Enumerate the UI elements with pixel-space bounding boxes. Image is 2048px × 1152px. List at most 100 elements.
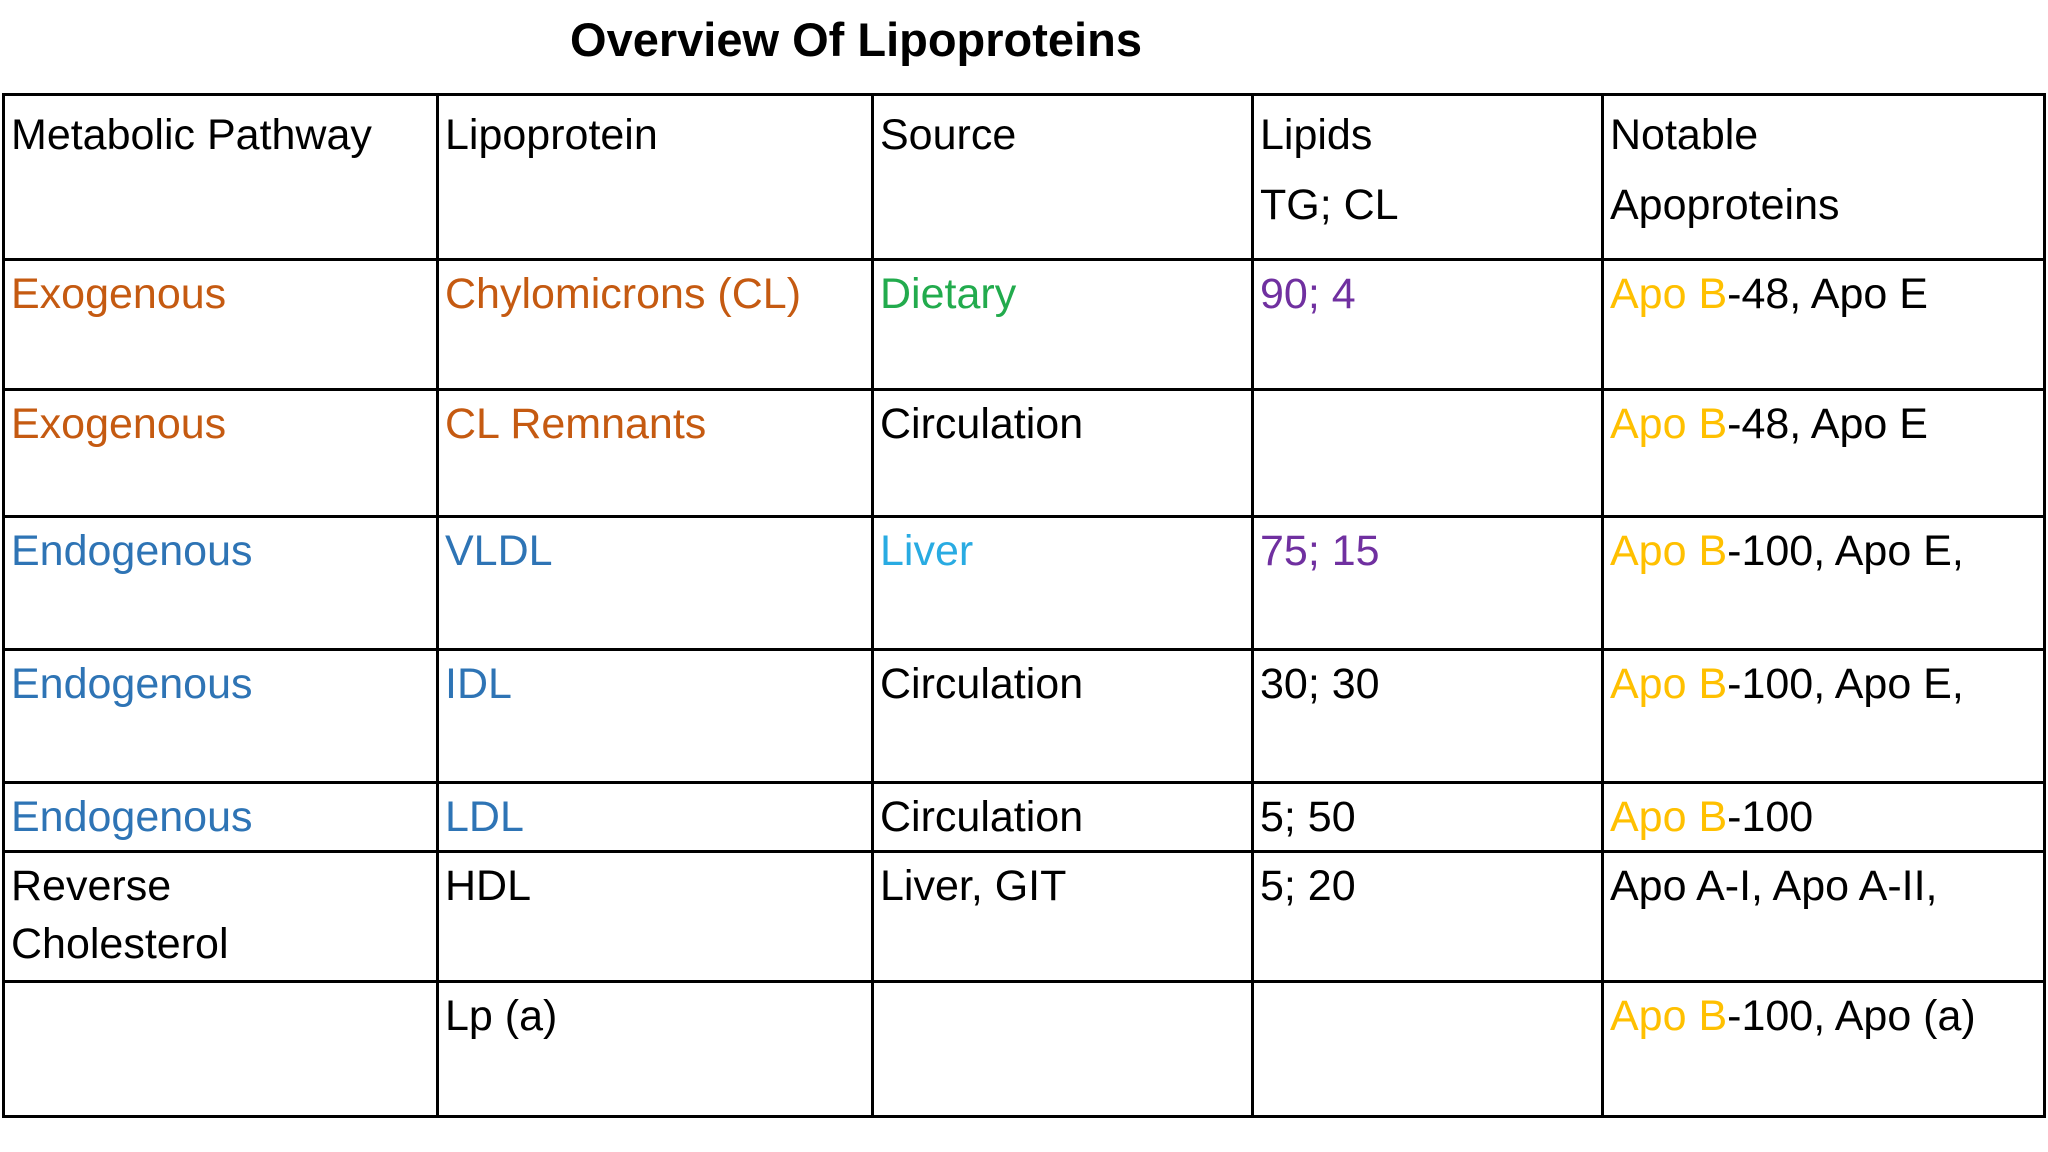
table-cell-r6-c0: Reverse Cholesterol xyxy=(2,850,439,983)
cell-text: Reverse xyxy=(11,862,172,910)
cell-line: Lipids xyxy=(1260,100,1599,170)
table-cell-r5-c0: Endogenous xyxy=(2,781,439,853)
cell-text: Exogenous xyxy=(11,270,227,318)
table-cell-r1-c2: Dietary xyxy=(871,258,1254,391)
table-cell-r3-c0: Endogenous xyxy=(2,515,439,651)
table-cell-r5-c4: Apo B-100 xyxy=(1601,781,2046,853)
table-cell-r7-c1: Lp (a) xyxy=(436,980,874,1118)
cell-text: Circulation xyxy=(880,660,1084,708)
cell-text: 5; 50 xyxy=(1260,793,1356,841)
cell-line: Apo A-I, Apo A-II, xyxy=(1610,857,2041,915)
cell-line: Circulation xyxy=(880,788,1249,846)
cell-text: -48, Apo E xyxy=(1727,270,1928,318)
table-cell-r1-c4: Apo B-48, Apo E xyxy=(1601,258,2046,391)
table-cell-r1-c1: Chylomicrons (CL) xyxy=(436,258,874,391)
cell-line: Exogenous xyxy=(11,265,434,323)
cell-text: -100 xyxy=(1727,793,1814,841)
cell-line: 30; 30 xyxy=(1260,655,1599,713)
cell-text: Lp (a) xyxy=(445,992,558,1040)
cell-text: Circulation xyxy=(880,793,1084,841)
cell-line: Apo B-100, Apo E, xyxy=(1610,522,2041,580)
cell-line: Endogenous xyxy=(11,788,434,846)
table-row: Endogenous IDL Circulation 30; 30 Apo B-100,… xyxy=(2,648,2046,784)
table-row: Lp (a) Apo B-100, Apo (a) xyxy=(2,980,2046,1118)
lipoprotein-table-body: Metabolic Pathway Lipoprotein Source Lipids… xyxy=(2,93,2046,1118)
cell-text: HDL xyxy=(445,862,532,910)
header-cell-4: Notable Apoproteins xyxy=(1601,93,2046,261)
cell-text: Apo B xyxy=(1610,793,1728,841)
cell-line: Apo B-100 xyxy=(1610,788,2041,846)
cell-text: IDL xyxy=(445,660,512,708)
cell-text: Cholesterol xyxy=(11,920,229,968)
cell-line: Liver xyxy=(880,522,1249,580)
cell-line: 5; 50 xyxy=(1260,788,1599,846)
cell-text: Exogenous xyxy=(11,400,227,448)
table-cell-r6-c1: HDL xyxy=(436,850,874,983)
cell-line: Apo B-48, Apo E xyxy=(1610,265,2041,323)
cell-text: -100, Apo (a) xyxy=(1727,992,1976,1040)
cell-text: Circulation xyxy=(880,400,1084,448)
table-cell-r7-c4: Apo B-100, Apo (a) xyxy=(1601,980,2046,1118)
cell-line: Exogenous xyxy=(11,395,434,453)
cell-text: Liver xyxy=(880,527,974,575)
cell-line: CL Remnants xyxy=(445,395,869,453)
table-cell-r5-c2: Circulation xyxy=(871,781,1254,853)
cell-line: Endogenous xyxy=(11,655,434,713)
cell-text: Source xyxy=(880,111,1017,159)
table-cell-r2-c3 xyxy=(1251,388,1604,518)
cell-line: TG; CL xyxy=(1260,170,1599,240)
cell-line: Apo B-48, Apo E xyxy=(1610,395,2041,453)
cell-line: 90; 4 xyxy=(1260,265,1599,323)
cell-line: Circulation xyxy=(880,655,1249,713)
cell-text: Liver, GIT xyxy=(880,862,1067,910)
cell-text: 30; 30 xyxy=(1260,660,1380,708)
table-row: Endogenous LDL Circulation 5; 50 Apo B-100 xyxy=(2,781,2046,853)
table-row: Endogenous VLDL Liver 75; 15 Apo B-100, Apo … xyxy=(2,515,2046,651)
table-cell-r2-c0: Exogenous xyxy=(2,388,439,518)
cell-line: Source xyxy=(880,100,1249,170)
cell-text: Apo A-I, Apo A-II, xyxy=(1610,862,1938,910)
cell-text: Lipids xyxy=(1260,111,1373,159)
cell-line: 75; 15 xyxy=(1260,522,1599,580)
header-cell-1: Lipoprotein xyxy=(436,93,874,261)
cell-line: Liver, GIT xyxy=(880,857,1249,915)
cell-text: Endogenous xyxy=(11,527,253,575)
cell-text: VLDL xyxy=(445,527,553,575)
cell-text: CL Remnants xyxy=(445,400,707,448)
cell-text: LDL xyxy=(445,793,524,841)
header-cell-0: Metabolic Pathway xyxy=(2,93,439,261)
cell-text: Apo B xyxy=(1610,400,1728,448)
cell-text: Apo B xyxy=(1610,660,1728,708)
table-cell-r4-c3: 30; 30 xyxy=(1251,648,1604,784)
table-cell-r3-c4: Apo B-100, Apo E, xyxy=(1601,515,2046,651)
table-cell-r6-c4: Apo A-I, Apo A-II, xyxy=(1601,850,2046,983)
header-row: Metabolic Pathway Lipoprotein Source Lipids… xyxy=(2,93,2046,261)
table-row: Reverse Cholesterol HDL Liver, GIT 5; 20 Apo … xyxy=(2,850,2046,983)
table-cell-r4-c1: IDL xyxy=(436,648,874,784)
table-row: Exogenous CL Remnants Circulation Apo B-48,… xyxy=(2,388,2046,518)
table-cell-r7-c3 xyxy=(1251,980,1604,1118)
page-title: Overview Of Lipoproteins xyxy=(570,13,1142,66)
cell-line: Notable xyxy=(1610,100,2041,170)
table-cell-r4-c0: Endogenous xyxy=(2,648,439,784)
cell-line: Cholesterol xyxy=(11,915,434,973)
table-cell-r3-c1: VLDL xyxy=(436,515,874,651)
lipoprotein-table: Metabolic Pathway Lipoprotein Source Lipids… xyxy=(2,93,2046,1118)
table-cell-r4-c4: Apo B-100, Apo E, xyxy=(1601,648,2046,784)
cell-line: Circulation xyxy=(880,395,1249,453)
table-cell-r3-c3: 75; 15 xyxy=(1251,515,1604,651)
table-cell-r2-c1: CL Remnants xyxy=(436,388,874,518)
cell-text: Notable xyxy=(1610,111,1759,159)
header-cell-3: Lipids TG; CL xyxy=(1251,93,1604,261)
cell-text: Endogenous xyxy=(11,660,253,708)
cell-text: -100, Apo E, xyxy=(1727,660,1964,708)
cell-text: 5; 20 xyxy=(1260,862,1356,910)
header-cell-2: Source xyxy=(871,93,1254,261)
table-cell-r6-c3: 5; 20 xyxy=(1251,850,1604,983)
cell-line: LDL xyxy=(445,788,869,846)
table-cell-r5-c3: 5; 50 xyxy=(1251,781,1604,853)
table-cell-r4-c2: Circulation xyxy=(871,648,1254,784)
cell-line: Chylomicrons (CL) xyxy=(445,265,869,323)
cell-text: Metabolic Pathway xyxy=(11,111,372,159)
